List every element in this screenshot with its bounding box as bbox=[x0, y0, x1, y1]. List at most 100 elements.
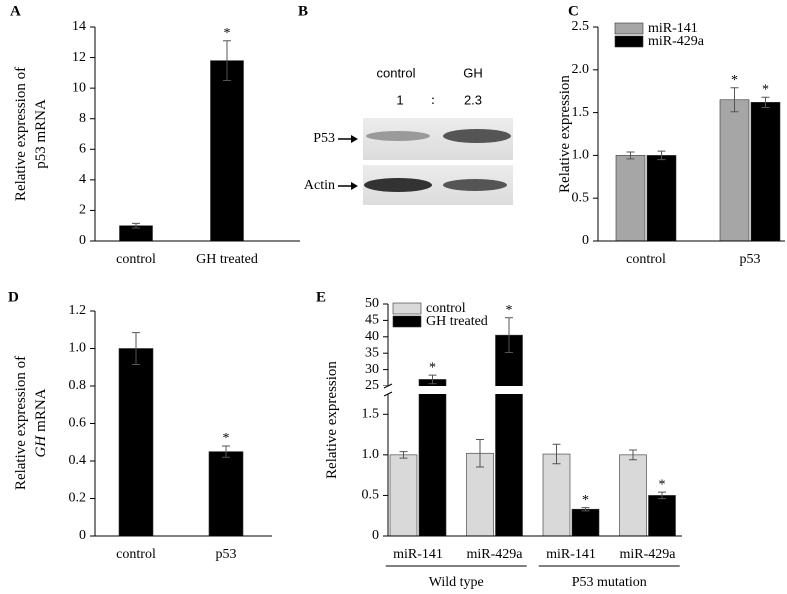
panel-letter: E bbox=[316, 289, 326, 305]
y-axis-label: Relative expression bbox=[324, 361, 340, 479]
band bbox=[364, 178, 432, 192]
bar bbox=[210, 60, 244, 242]
y-tick-label: 0 bbox=[372, 528, 379, 543]
group-label: Wild type bbox=[429, 575, 484, 590]
error-bar bbox=[132, 332, 140, 365]
panel-letter: A bbox=[10, 3, 21, 19]
legend-label: miR-429a bbox=[648, 34, 705, 49]
y-tick-label: 8 bbox=[79, 111, 86, 126]
significance: * bbox=[223, 431, 230, 446]
y-tick-label: 1.5 bbox=[572, 105, 590, 120]
ratio: 1 bbox=[396, 92, 403, 107]
y-axis-label: p53 mRNA bbox=[33, 99, 49, 169]
y-tick-label: 25 bbox=[365, 378, 379, 393]
error-bar bbox=[428, 374, 437, 385]
error-bar bbox=[552, 443, 561, 465]
axis-break bbox=[383, 383, 393, 397]
y-tick-label: 0 bbox=[582, 233, 589, 248]
band bbox=[443, 179, 507, 191]
panel-letter: D bbox=[8, 289, 19, 305]
bar bbox=[646, 155, 677, 242]
panel-letter: B bbox=[298, 3, 308, 19]
bar bbox=[118, 348, 154, 537]
panel-letter: C bbox=[568, 3, 579, 19]
x-tick-label: p53 bbox=[740, 252, 761, 267]
bar bbox=[418, 379, 447, 537]
y-tick-label: 0 bbox=[79, 528, 86, 543]
error-bar bbox=[132, 222, 140, 229]
y-tick-label: 1.2 bbox=[69, 303, 87, 318]
x-tick-label: control bbox=[116, 547, 156, 562]
y-axis-label: GH mRNA bbox=[33, 388, 49, 457]
y-axis-label-part: Relative expression of bbox=[13, 356, 29, 490]
y-axis-label-part: Relative expression bbox=[324, 361, 340, 479]
legend-label: control bbox=[426, 301, 466, 316]
y-tick-label: 12 bbox=[72, 50, 86, 65]
row-label: Actin bbox=[304, 178, 335, 193]
y-tick-label: 2 bbox=[79, 203, 86, 218]
bar bbox=[389, 454, 418, 537]
error-bar bbox=[626, 151, 635, 160]
bar bbox=[750, 102, 781, 242]
bar bbox=[648, 495, 676, 537]
arrow-head bbox=[351, 135, 358, 143]
y-axis-label-part: Relative expression bbox=[557, 75, 573, 193]
x-tick-label: control bbox=[626, 252, 666, 267]
y-tick-label: 35 bbox=[365, 345, 379, 360]
band bbox=[366, 131, 430, 141]
y-axis-label: Relative expression of bbox=[13, 356, 29, 490]
y-tick-label: 2.5 bbox=[572, 19, 590, 34]
error-bar bbox=[657, 150, 666, 161]
significance: * bbox=[429, 360, 436, 375]
legend-label: miR-141 bbox=[648, 21, 698, 36]
bar bbox=[495, 334, 523, 537]
y-axis-label: Relative expression bbox=[557, 75, 573, 193]
bar bbox=[719, 99, 750, 242]
significance: * bbox=[762, 82, 769, 97]
ratio: 2.3 bbox=[464, 92, 482, 107]
band bbox=[443, 129, 511, 143]
significance: * bbox=[506, 303, 513, 318]
y-tick-label: 50 bbox=[365, 296, 379, 311]
axis-break-gap bbox=[382, 386, 682, 394]
y-axis-label-part: mRNA bbox=[33, 388, 49, 432]
y-tick-label: 10 bbox=[72, 80, 86, 95]
legend-label: GH treated bbox=[426, 314, 488, 329]
y-axis-label: Relative expression of bbox=[13, 67, 29, 201]
y-tick-label: 1.5 bbox=[362, 407, 380, 422]
legend-swatch bbox=[392, 302, 422, 315]
y-tick-label: 1.0 bbox=[362, 447, 380, 462]
y-tick-label: 0.5 bbox=[362, 488, 380, 503]
x-tick-label: miR-429a bbox=[467, 547, 524, 562]
y-axis-label-part: Relative expression of bbox=[13, 67, 29, 201]
y-tick-label: 30 bbox=[365, 362, 379, 377]
error-bar bbox=[730, 87, 739, 113]
error-bar bbox=[629, 449, 637, 461]
y-tick-label: 40 bbox=[365, 329, 379, 344]
y-tick-label: 0.5 bbox=[572, 190, 590, 205]
bar bbox=[615, 155, 646, 242]
error-bar bbox=[658, 491, 666, 500]
x-tick-label: GH treated bbox=[196, 252, 258, 267]
y-tick-label: 2.0 bbox=[572, 62, 590, 77]
legend-swatch bbox=[392, 315, 422, 328]
x-tick-label: miR-141 bbox=[393, 547, 443, 562]
significance: * bbox=[224, 26, 231, 41]
error-bar bbox=[581, 507, 590, 512]
group-label: P53 mutation bbox=[572, 575, 647, 590]
y-tick-label: 0.6 bbox=[69, 416, 87, 431]
significance: * bbox=[582, 493, 589, 508]
x-tick-label: miR-141 bbox=[546, 547, 596, 562]
bar bbox=[619, 454, 647, 537]
error-bar bbox=[505, 317, 513, 354]
y-tick-label: 45 bbox=[365, 313, 379, 328]
y-tick-label: 0 bbox=[79, 233, 86, 248]
bar bbox=[571, 508, 600, 537]
y-tick-label: 0.8 bbox=[69, 378, 87, 393]
legend-swatch bbox=[614, 22, 644, 35]
y-tick-label: 1.0 bbox=[572, 148, 590, 163]
y-axis-label-part: p53 mRNA bbox=[33, 99, 49, 169]
row-label: P53 bbox=[313, 131, 335, 146]
x-tick-label: p53 bbox=[216, 547, 237, 562]
